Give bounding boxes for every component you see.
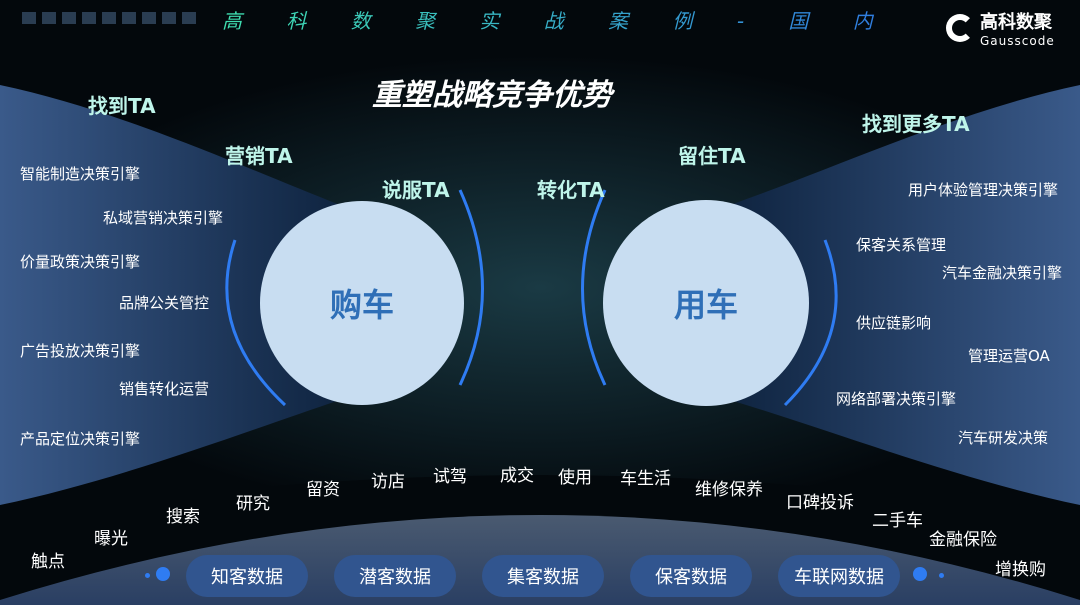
journey-step: 金融保险 bbox=[929, 530, 997, 550]
logo-icon bbox=[946, 14, 974, 42]
header-decoration bbox=[22, 12, 196, 24]
right-item: 管理运营OA bbox=[968, 347, 1050, 365]
use-car-circle: 用车 bbox=[603, 200, 809, 406]
data-pill-iov: 车联网数据 bbox=[778, 555, 900, 597]
journey-step: 试驾 bbox=[433, 467, 467, 487]
data-pill-retain: 保客数据 bbox=[630, 555, 752, 597]
right-item: 供应链影响 bbox=[856, 314, 932, 332]
page-title: 重塑战略竞争优势 bbox=[372, 78, 612, 113]
journey-step: 使用 bbox=[558, 468, 592, 488]
left-item: 品牌公关管控 bbox=[119, 294, 210, 312]
left-item: 产品定位决策引擎 bbox=[20, 430, 141, 448]
right-item: 保客关系管理 bbox=[856, 236, 947, 254]
dot-decoration bbox=[913, 567, 927, 581]
journey-step: 增换购 bbox=[995, 560, 1046, 580]
journey-step: 访店 bbox=[371, 472, 405, 492]
journey-step: 研究 bbox=[236, 494, 270, 514]
stage-market: 营销TA bbox=[225, 144, 293, 168]
journey-step: 口碑投诉 bbox=[786, 493, 854, 513]
left-item: 广告投放决策引擎 bbox=[20, 342, 141, 360]
journey-step: 维修保养 bbox=[695, 480, 763, 500]
data-pill-gather: 集客数据 bbox=[482, 555, 604, 597]
journey-step: 触点 bbox=[31, 552, 65, 572]
dot-decoration bbox=[145, 573, 150, 578]
journey-step: 成交 bbox=[500, 466, 534, 486]
right-item: 网络部署决策引擎 bbox=[836, 390, 957, 408]
left-item: 价量政策决策引擎 bbox=[20, 253, 141, 271]
right-item: 汽车金融决策引擎 bbox=[942, 264, 1063, 282]
data-pill-prospect: 潜客数据 bbox=[334, 555, 456, 597]
stage-persuade: 说服TA bbox=[382, 178, 450, 202]
left-item: 私域营销决策引擎 bbox=[103, 209, 224, 227]
left-item: 销售转化运营 bbox=[119, 380, 210, 398]
right-item: 汽车研发决策 bbox=[958, 429, 1049, 447]
journey-step: 车生活 bbox=[620, 469, 671, 489]
dot-decoration bbox=[939, 573, 944, 578]
journey-step: 留资 bbox=[306, 480, 340, 500]
stage-convert: 转化TA bbox=[537, 178, 605, 202]
stage-find-more: 找到更多TA bbox=[862, 112, 970, 136]
left-item: 智能制造决策引擎 bbox=[20, 165, 141, 183]
stage-find: 找到TA bbox=[88, 94, 156, 118]
right-item: 用户体验管理决策引擎 bbox=[908, 181, 1059, 199]
journey-step: 二手车 bbox=[872, 511, 923, 531]
journey-step: 搜索 bbox=[166, 507, 200, 527]
series-title: 高 科 数 聚 实 战 案 例 - 国 内 bbox=[222, 5, 892, 34]
data-pill-know: 知客数据 bbox=[186, 555, 308, 597]
logo: 高科数聚 Gausscode bbox=[946, 8, 1055, 48]
buy-car-circle: 购车 bbox=[260, 201, 464, 405]
dot-decoration bbox=[156, 567, 170, 581]
journey-step: 曝光 bbox=[94, 529, 128, 549]
stage-retain: 留住TA bbox=[678, 144, 746, 168]
